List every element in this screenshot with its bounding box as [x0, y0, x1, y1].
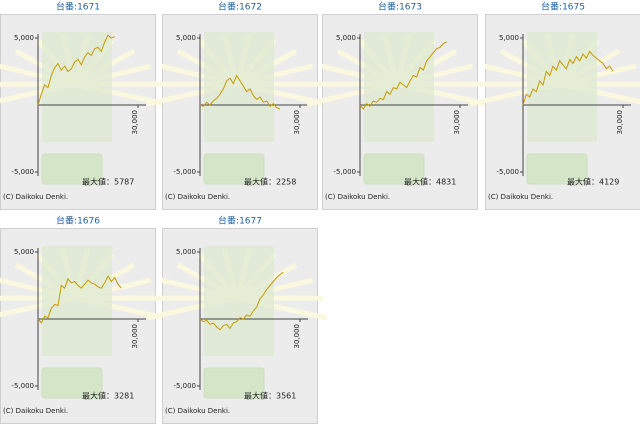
y-tick-label: 5,000 [14, 34, 34, 42]
y-tick-label: 5,000 [336, 34, 356, 42]
max-label: 最大値：3561 [244, 391, 296, 401]
panel-title: 台番:1675 [541, 1, 585, 13]
y-tick-label: 5,000 [176, 248, 196, 256]
y-tick-label: -5,000 [333, 168, 356, 176]
x-tick-label: 30,000 [131, 110, 139, 135]
bg-stand [204, 246, 274, 356]
copyright: (C) Daikoku Denki. [488, 193, 553, 201]
copyright: (C) Daikoku Denki. [165, 193, 230, 201]
bg-stand [364, 32, 434, 142]
x-tick-label: 30,000 [293, 110, 301, 135]
panel-title: 台番:1673 [378, 1, 422, 13]
panel-title: 台番:1672 [218, 1, 262, 13]
panel-title: 台番:1676 [56, 215, 100, 227]
x-tick-label: 30,000 [131, 324, 139, 349]
copyright: (C) Daikoku Denki. [3, 193, 68, 201]
copyright: (C) Daikoku Denki. [325, 193, 390, 201]
x-tick-label: 30,000 [616, 110, 624, 135]
bg-stand [42, 32, 112, 142]
y-tick-label: -5,000 [173, 382, 196, 390]
max-label: 最大値：5787 [82, 177, 134, 187]
max-label: 最大値：4129 [567, 177, 619, 187]
y-tick-label: -5,000 [173, 168, 196, 176]
copyright: (C) Daikoku Denki. [3, 407, 68, 415]
bg-stand [42, 246, 112, 356]
copyright: (C) Daikoku Denki. [165, 407, 230, 415]
panel-title: 台番:1671 [56, 1, 100, 13]
max-label: 最大値：2258 [244, 177, 296, 187]
y-tick-label: -5,000 [496, 168, 519, 176]
max-label: 最大値：3281 [82, 391, 134, 401]
x-tick-label: 30,000 [453, 110, 461, 135]
x-tick-label: 30,000 [293, 324, 301, 349]
y-tick-label: 5,000 [14, 248, 34, 256]
panel-title: 台番:1677 [218, 215, 262, 227]
bg-stand [204, 32, 274, 142]
y-tick-label: -5,000 [11, 168, 34, 176]
y-tick-label: 5,000 [176, 34, 196, 42]
y-tick-label: -5,000 [11, 382, 34, 390]
max-label: 最大値：4831 [404, 177, 456, 187]
y-tick-label: 5,000 [499, 34, 519, 42]
